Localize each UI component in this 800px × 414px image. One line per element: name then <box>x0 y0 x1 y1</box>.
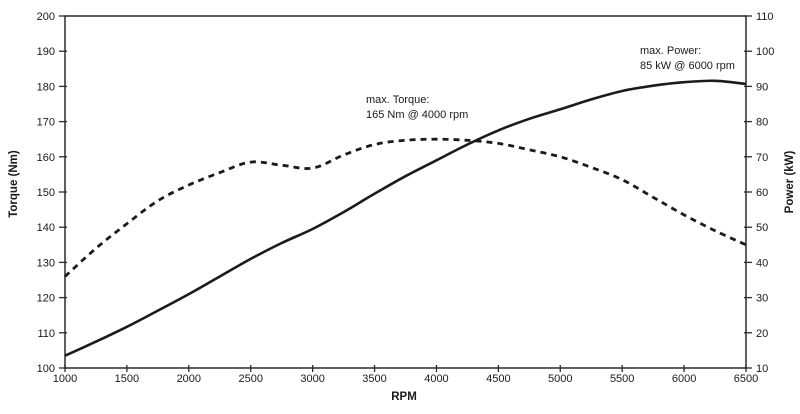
right-y-tick-label: 70 <box>756 152 768 164</box>
max-torque-annotation-line2: 165 Nm @ 4000 rpm <box>366 109 469 121</box>
right-y-tick-label: 40 <box>756 257 768 269</box>
x-tick-label: 4000 <box>424 373 448 385</box>
left-y-tick-label: 170 <box>37 117 55 129</box>
right-y-tick-label: 60 <box>756 187 768 199</box>
x-tick-label: 3500 <box>362 373 386 385</box>
x-tick-label: 2000 <box>177 373 201 385</box>
right-y-tick-label: 90 <box>756 81 768 93</box>
x-tick-label: 2500 <box>238 373 262 385</box>
x-tick-label: 5000 <box>548 373 572 385</box>
max-power-annotation-line1: max. Power: <box>640 45 702 57</box>
right-y-tick-label: 30 <box>756 293 768 305</box>
left-y-tick-label: 150 <box>37 187 55 199</box>
x-tick-label: 4500 <box>486 373 510 385</box>
right-y-tick-label: 50 <box>756 222 768 234</box>
max-power-annotation: max. Power: 85 kW @ 6000 rpm <box>640 44 735 74</box>
x-tick-label: 3000 <box>300 373 324 385</box>
x-tick-label: 5500 <box>610 373 634 385</box>
x-tick-label: 6000 <box>672 373 696 385</box>
x-axis-title: RPM <box>391 391 417 403</box>
right-y-tick-label: 10 <box>756 363 768 375</box>
left-y-tick-label: 160 <box>37 152 55 164</box>
left-y-tick-label: 180 <box>37 81 55 93</box>
x-tick-label: 6500 <box>734 373 758 385</box>
right-y-tick-label: 80 <box>756 117 768 129</box>
left-y-tick-label: 190 <box>37 46 55 58</box>
left-y-tick-label: 130 <box>37 257 55 269</box>
left-y-tick-label: 200 <box>37 11 55 23</box>
left-y-tick-label: 120 <box>37 293 55 305</box>
left-axis-title: Torque (Nm) <box>8 150 20 218</box>
right-y-tick-label: 100 <box>756 46 774 58</box>
left-y-tick-label: 110 <box>37 328 55 340</box>
max-torque-annotation-line1: max. Torque: <box>366 94 430 106</box>
power-curve <box>64 79 747 357</box>
x-tick-label: 1000 <box>53 373 77 385</box>
right-axis-title: Power (kW) <box>784 150 796 214</box>
max-torque-annotation: max. Torque: 165 Nm @ 4000 rpm <box>366 93 468 123</box>
right-y-tick-label: 20 <box>756 328 768 340</box>
left-y-tick-label: 100 <box>37 363 55 375</box>
x-tick-label: 1500 <box>115 373 139 385</box>
max-power-annotation-line2: 85 kW @ 6000 rpm <box>640 60 735 72</box>
torque-curve <box>64 137 747 278</box>
right-y-tick-label: 110 <box>756 11 774 23</box>
left-y-tick-label: 140 <box>37 222 55 234</box>
